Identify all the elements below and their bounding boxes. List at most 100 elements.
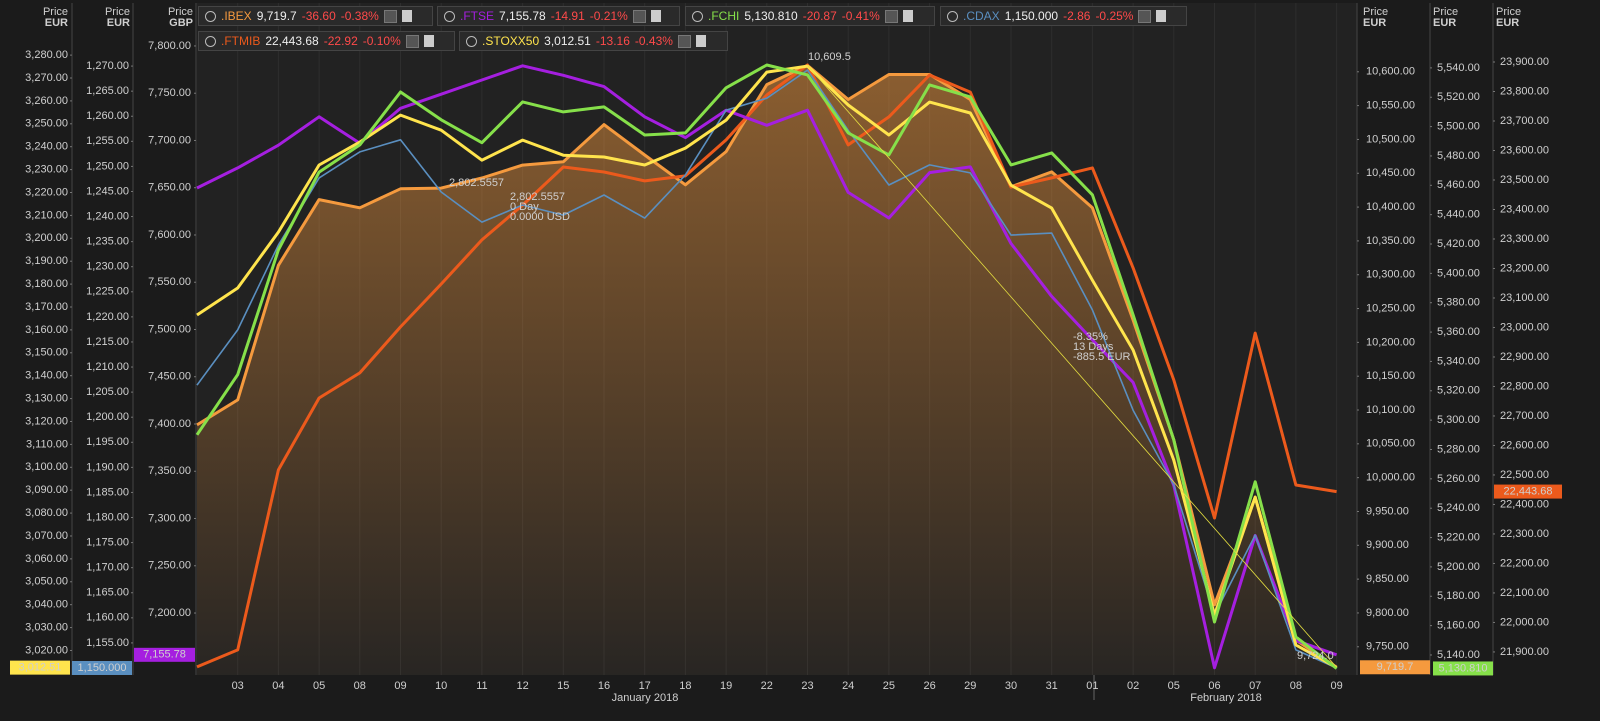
last-value-label: 3,012.51 bbox=[19, 662, 62, 674]
delete-button[interactable] bbox=[650, 10, 661, 22]
delete-button[interactable] bbox=[401, 10, 412, 22]
y-tick-label: 3,130.00 bbox=[25, 392, 68, 404]
legend-item[interactable]: .IBEX 9,719.7 -36.60 -0.38% bbox=[198, 6, 433, 26]
y-tick-label: 10,400.00 bbox=[1366, 201, 1415, 213]
axis-title: Price bbox=[43, 6, 68, 18]
y-tick-label: 5,480.00 bbox=[1437, 150, 1480, 162]
y-tick-label: 1,190.00 bbox=[86, 461, 129, 473]
y-tick-label: 1,165.00 bbox=[86, 587, 129, 599]
dropdown-button[interactable] bbox=[1138, 9, 1152, 23]
y-tick-label: 3,040.00 bbox=[25, 599, 68, 611]
legend-item[interactable]: .FTMIB 22,443.68 -22.92 -0.10% bbox=[198, 31, 455, 51]
y-tick-label: 23,400.00 bbox=[1500, 203, 1549, 215]
y-tick-label: 5,240.00 bbox=[1437, 502, 1480, 514]
y-tick-label: 5,220.00 bbox=[1437, 531, 1480, 543]
line bbox=[196, 64, 1338, 669]
line bbox=[196, 64, 1338, 670]
annotation: 0.0000 USD bbox=[510, 211, 570, 223]
delete-button[interactable] bbox=[423, 35, 434, 47]
y-tick-label: 1,265.00 bbox=[86, 85, 129, 97]
annotation: 13 Days bbox=[1073, 341, 1114, 353]
y-tick-label: 7,350.00 bbox=[148, 465, 191, 477]
annotation: 0 Day bbox=[510, 201, 539, 213]
legend-name: .STOXX50 bbox=[482, 34, 540, 48]
annotation: -8.35% bbox=[1073, 331, 1108, 343]
y-tick-label: 23,900.00 bbox=[1500, 56, 1549, 68]
x-tick-label: 31 bbox=[1046, 680, 1058, 692]
y-tick-label: 3,160.00 bbox=[25, 324, 68, 336]
y-tick-label: 5,540.00 bbox=[1437, 62, 1480, 74]
legend-change-pct: -0.41% bbox=[841, 9, 880, 23]
y-tick-label: 22,000.00 bbox=[1500, 616, 1549, 628]
dropdown-button[interactable] bbox=[405, 34, 419, 48]
legend-name: .FCHI bbox=[708, 9, 740, 23]
y-tick-label: 9,900.00 bbox=[1366, 539, 1409, 551]
y-tick-label: 5,520.00 bbox=[1437, 91, 1480, 103]
y-tick-label: 5,380.00 bbox=[1437, 297, 1480, 309]
legend-item[interactable]: .STOXX50 3,012.51 -13.16 -0.43% bbox=[459, 31, 728, 51]
y-tick-label: 1,200.00 bbox=[86, 411, 129, 423]
legend-item[interactable]: .FTSE 7,155.78 -14.91 -0.21% bbox=[437, 6, 680, 26]
axis-title: Price bbox=[105, 6, 130, 18]
y-tick-label: 9,800.00 bbox=[1366, 607, 1409, 619]
x-tick-label: 15 bbox=[557, 680, 569, 692]
legend-change-pct: -0.10% bbox=[362, 34, 401, 48]
y-tick-label: 1,220.00 bbox=[86, 311, 129, 323]
delete-button[interactable] bbox=[902, 10, 913, 22]
y-tick-label: 10,150.00 bbox=[1366, 370, 1415, 382]
line bbox=[196, 63, 1337, 669]
y-tick-label: 23,000.00 bbox=[1500, 321, 1549, 333]
x-tick-label: 12 bbox=[516, 680, 528, 692]
y-tick-label: 5,140.00 bbox=[1437, 649, 1480, 661]
delete-button[interactable] bbox=[1156, 10, 1167, 22]
axis-title: Price bbox=[1433, 6, 1458, 18]
y-tick-label: 1,225.00 bbox=[86, 286, 129, 298]
x-tick-label: 30 bbox=[1005, 680, 1017, 692]
legend-change-pct: -0.25% bbox=[1095, 9, 1134, 23]
x-tick-label: 05 bbox=[313, 680, 325, 692]
y-tick-label: 22,800.00 bbox=[1500, 380, 1549, 392]
y-tick-label: 1,235.00 bbox=[86, 236, 129, 248]
y-tick-label: 1,205.00 bbox=[86, 386, 129, 398]
y-tick-label: 22,500.00 bbox=[1500, 469, 1549, 481]
line bbox=[195, 63, 1338, 670]
y-tick-label: 5,340.00 bbox=[1437, 355, 1480, 367]
y-tick-label: 3,190.00 bbox=[25, 255, 68, 267]
y-tick-label: 7,500.00 bbox=[148, 323, 191, 335]
y-tick-label: 22,600.00 bbox=[1500, 439, 1549, 451]
y-tick-label: 7,550.00 bbox=[148, 276, 191, 288]
x-tick-label: 09 bbox=[1330, 680, 1342, 692]
axis-title: Price bbox=[1496, 6, 1521, 18]
delete-button[interactable] bbox=[695, 35, 706, 47]
clock-icon bbox=[947, 10, 958, 22]
x-tick-label: 01 bbox=[1086, 680, 1098, 692]
y-tick-label: 10,200.00 bbox=[1366, 336, 1415, 348]
dropdown-button[interactable] bbox=[632, 9, 646, 23]
dropdown-button[interactable] bbox=[884, 9, 898, 23]
legend-item[interactable]: .CDAX 1,150.000 -2.86 -0.25% bbox=[940, 6, 1187, 26]
legend-name: .FTMIB bbox=[221, 34, 261, 48]
y-tick-label: 23,600.00 bbox=[1500, 144, 1549, 156]
y-tick-label: 5,320.00 bbox=[1437, 385, 1480, 397]
y-tick-label: 3,200.00 bbox=[25, 232, 68, 244]
y-tick-label: 3,270.00 bbox=[25, 72, 68, 84]
y-tick-label: 21,900.00 bbox=[1500, 646, 1549, 658]
axis-unit: EUR bbox=[107, 17, 130, 29]
y-tick-label: 5,280.00 bbox=[1437, 443, 1480, 455]
y-tick-label: 1,255.00 bbox=[86, 135, 129, 147]
y-tick-label: 3,120.00 bbox=[25, 415, 68, 427]
legend-item[interactable]: .FCHI 5,130.810 -20.87 -0.41% bbox=[685, 6, 935, 26]
dropdown-button[interactable] bbox=[383, 9, 397, 23]
axis-unit: GBP bbox=[169, 17, 193, 29]
axis-title: Price bbox=[1363, 6, 1388, 18]
last-value-badge bbox=[1433, 661, 1493, 676]
annotation: 2,802.5557 bbox=[510, 191, 565, 203]
dropdown-button[interactable] bbox=[677, 34, 691, 48]
legend-change: -22.92 bbox=[323, 34, 358, 48]
y-tick-label: 3,030.00 bbox=[25, 621, 68, 633]
y-tick-label: 22,100.00 bbox=[1500, 587, 1549, 599]
y-tick-label: 23,500.00 bbox=[1500, 174, 1549, 186]
area bbox=[197, 65, 1337, 675]
x-tick-label: 05 bbox=[1168, 680, 1180, 692]
y-tick-label: 5,160.00 bbox=[1437, 620, 1480, 632]
